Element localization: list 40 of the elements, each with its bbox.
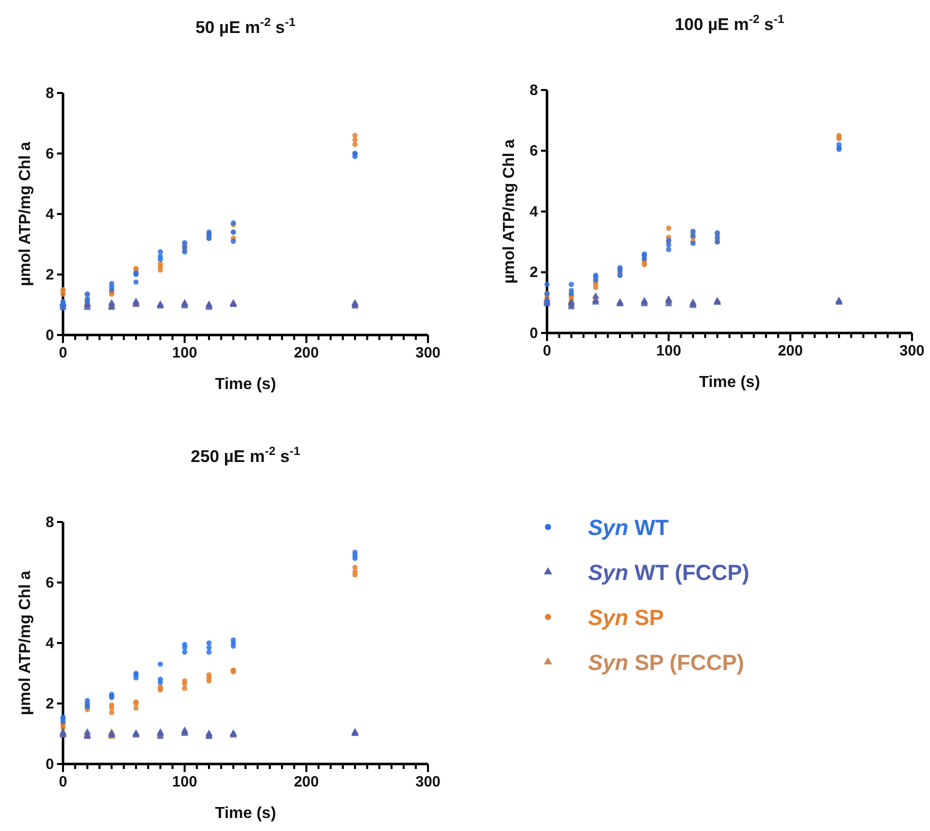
x-tick-label: 100 [172,774,198,790]
y-tick-label: 4 [46,634,55,652]
x-tick-label: 0 [58,774,68,790]
y-tick-label: 0 [46,756,54,773]
y-tick-label: 4 [530,203,539,220]
y-axis-title: µmol ATP/mg Chl a [17,570,34,716]
x-tick-label: 0 [58,344,68,362]
y-tick-label: 2 [46,695,54,712]
x-tick-label: 200 [778,342,803,360]
y-tick-label: 8 [530,82,538,99]
x-axis-title: Time (s) [214,805,276,822]
x-tick-label: 300 [415,774,441,790]
legend-label: Syn SP [588,605,664,630]
x-tick-label: 0 [542,342,552,360]
x-tick-label: 100 [656,342,682,360]
y-tick-label: 0 [46,326,54,344]
y-tick-label: 4 [46,206,55,223]
y-tick-label: 6 [46,145,54,162]
x-tick-label: 300 [899,342,925,360]
x-axis-title: Time (s) [698,374,760,391]
chart-title: 100 µE m$^{-2}$ s$^{-1}$ [674,12,785,34]
x-tick-label: 200 [294,774,319,790]
legend-label: Syn WT (FCCP) [588,560,750,585]
y-tick-label: 2 [530,264,538,282]
x-axis-title: Time (s) [214,376,276,393]
y-axis-title: µmol ATP/mg Chl a [17,142,34,286]
chart-title: 50 µE m$^{-2}$ s$^{-1}$ [196,15,296,37]
legend-label: Syn SP (FCCP) [588,650,744,675]
legend-label: Syn WT [588,515,670,540]
y-tick-label: 8 [46,514,54,531]
y-tick-label: 2 [46,266,54,284]
y-tick-label: 0 [530,324,538,342]
y-tick-label: 8 [46,84,54,102]
x-tick-label: 200 [294,344,319,362]
x-tick-label: 300 [415,344,441,362]
y-tick-label: 6 [530,142,538,160]
x-tick-label: 100 [172,344,198,362]
chart-title: 250 µE m$^{-2}$ s$^{-1}$ [190,444,301,466]
y-tick-label: 6 [46,574,54,592]
y-axis-title: µmol ATP/mg Chl a [501,139,518,284]
